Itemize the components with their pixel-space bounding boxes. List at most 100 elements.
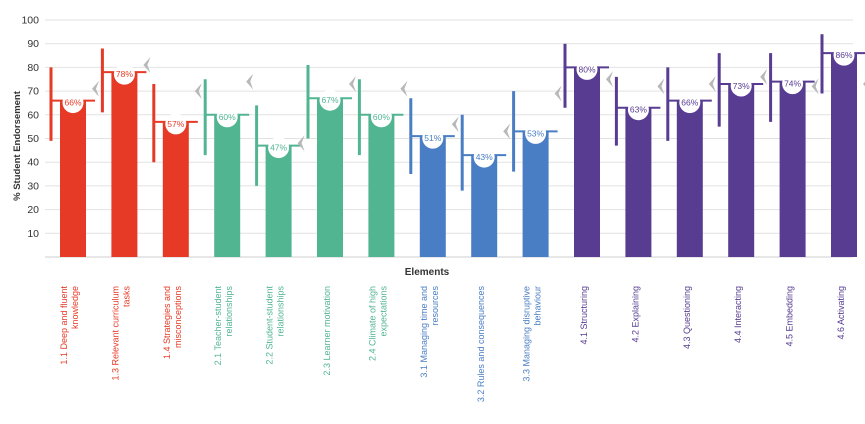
comparison-marker bbox=[811, 78, 819, 95]
bar-group: 63% bbox=[614, 76, 665, 257]
x-tick-label: 2.4 Climate of highexpectations bbox=[367, 286, 388, 362]
bar-group: 53% bbox=[512, 85, 562, 257]
comparison-marker bbox=[708, 75, 716, 92]
x-tick-label: 4.6 Activating bbox=[836, 286, 846, 340]
value-label-circle bbox=[525, 122, 547, 144]
value-label-circle bbox=[576, 58, 598, 80]
x-tick-label-line: relationships bbox=[276, 286, 286, 337]
bar-group: 74% bbox=[769, 53, 819, 258]
y-tick-label: 20 bbox=[27, 204, 39, 216]
bar bbox=[214, 114, 241, 257]
comparison-marker bbox=[503, 123, 511, 140]
bar bbox=[574, 67, 600, 258]
x-tick-label: 1.4 Strategies andmisconceptions bbox=[162, 286, 183, 360]
x-tick-label: 2.1 Teacher-studentrelationships bbox=[213, 286, 234, 366]
bar bbox=[265, 145, 292, 257]
bar bbox=[419, 136, 446, 257]
x-tick-label-line: expectations bbox=[378, 286, 388, 337]
comparison-marker bbox=[606, 71, 613, 88]
bar bbox=[728, 83, 755, 258]
y-tick-label: 70 bbox=[27, 86, 39, 98]
value-label-circle bbox=[370, 106, 392, 128]
bar bbox=[625, 107, 652, 257]
value-label: 60% bbox=[219, 112, 236, 122]
bar-group: 78% bbox=[100, 48, 151, 257]
value-label-circle bbox=[782, 73, 804, 95]
value-label-circle bbox=[833, 44, 855, 66]
value-label: 51% bbox=[424, 133, 441, 143]
value-label-circle bbox=[679, 92, 701, 114]
x-tick-label-line: behaviour bbox=[533, 286, 543, 326]
value-label-circle bbox=[627, 99, 649, 121]
x-tick-label: 3.3 Managing disruptivebehaviour bbox=[522, 286, 543, 382]
value-label: 73% bbox=[733, 81, 750, 91]
value-label: 80% bbox=[578, 64, 595, 74]
y-tick-label: 10 bbox=[27, 228, 39, 240]
comparison-marker bbox=[657, 78, 665, 95]
comparison-marker bbox=[349, 75, 356, 92]
value-label-circle bbox=[268, 137, 290, 159]
y-tick-label: 90 bbox=[27, 38, 39, 50]
x-tick-label: 4.4 Interacting bbox=[733, 286, 743, 343]
comparison-marker bbox=[194, 83, 202, 100]
value-label-circle bbox=[319, 89, 341, 111]
x-tick-label-line: 2.1 Teacher-student bbox=[213, 286, 223, 366]
value-label: 66% bbox=[681, 98, 698, 108]
x-tick-label-line: 4.3 Questioning bbox=[682, 286, 692, 349]
comparison-marker bbox=[760, 68, 768, 85]
bar-group: 51% bbox=[409, 98, 459, 257]
x-tick-label-line: 3.1 Managing time and bbox=[419, 286, 429, 378]
value-label-circle bbox=[473, 146, 495, 168]
value-label: 66% bbox=[64, 98, 81, 108]
value-label-circle bbox=[165, 113, 187, 135]
bar bbox=[368, 114, 395, 257]
value-label-circle bbox=[113, 63, 135, 85]
bar bbox=[162, 121, 189, 257]
x-tick-label: 3.2 Rules and consequences bbox=[476, 286, 486, 403]
bar-group: 47% bbox=[255, 105, 305, 257]
comparison-marker bbox=[400, 80, 408, 97]
x-tick-label-line: 2.4 Climate of high bbox=[367, 286, 377, 361]
x-tick-label-line: misconceptions bbox=[173, 286, 183, 349]
comparison-marker bbox=[92, 80, 99, 97]
value-label: 53% bbox=[527, 128, 544, 138]
bar-group: 66% bbox=[666, 67, 716, 257]
x-tick-label-line: resources bbox=[430, 286, 440, 326]
bar-group: 67% bbox=[306, 65, 356, 258]
x-tick-label-line: 4.6 Activating bbox=[836, 286, 846, 340]
x-tick-label-line: 1.4 Strategies and bbox=[162, 286, 172, 359]
value-label: 74% bbox=[784, 79, 801, 89]
bar bbox=[317, 98, 343, 258]
value-label-circle bbox=[422, 127, 444, 149]
x-tick-label-line: 1.3 Relevant curriculum bbox=[110, 286, 120, 381]
y-tick-label: 60 bbox=[27, 109, 39, 121]
x-tick-label: 1.1 Deep and fluentknowledge bbox=[59, 286, 80, 365]
x-tick-label-line: relationships bbox=[224, 286, 234, 337]
x-tick-label-line: 2.2 Student-student bbox=[265, 286, 275, 365]
comparison-marker bbox=[143, 57, 151, 74]
bar-group: 73% bbox=[717, 53, 768, 258]
value-label-circle bbox=[216, 106, 238, 128]
x-tick-label-line: 4.2 Explaining bbox=[630, 286, 640, 343]
value-label: 57% bbox=[167, 119, 184, 129]
bar-group: 43% bbox=[460, 114, 511, 257]
y-tick-label: 40 bbox=[27, 157, 39, 169]
x-tick-label-line: 4.4 Interacting bbox=[733, 286, 743, 343]
value-label-circle bbox=[730, 75, 752, 97]
x-axis-category-labels: 1.1 Deep and fluentknowledge 1.3 Relevant… bbox=[59, 286, 846, 403]
bar bbox=[676, 100, 703, 257]
x-tick-label-line: 4.5 Embedding bbox=[785, 286, 795, 347]
comparison-marker bbox=[554, 85, 562, 102]
x-tick-label-line: tasks bbox=[121, 286, 131, 308]
x-tick-label: 3.1 Managing time andresources bbox=[419, 286, 440, 378]
x-tick-label-line: 3.3 Managing disruptive bbox=[522, 286, 532, 382]
bars: 66% 78% 57% 60% 47% 67% 60% 51% 43% 53% 80% 63% 66% 7… bbox=[49, 34, 865, 258]
bar-group: 86% bbox=[820, 34, 865, 258]
value-label: 47% bbox=[270, 143, 287, 153]
x-tick-label: 1.3 Relevant curriculumtasks bbox=[110, 286, 131, 381]
value-label: 86% bbox=[835, 50, 852, 60]
bar-group: 80% bbox=[563, 43, 613, 258]
bar bbox=[60, 100, 86, 257]
x-tick-label: 2.2 Student-studentrelationships bbox=[265, 286, 286, 365]
y-axis-title: % Student Endorsement bbox=[12, 90, 23, 201]
